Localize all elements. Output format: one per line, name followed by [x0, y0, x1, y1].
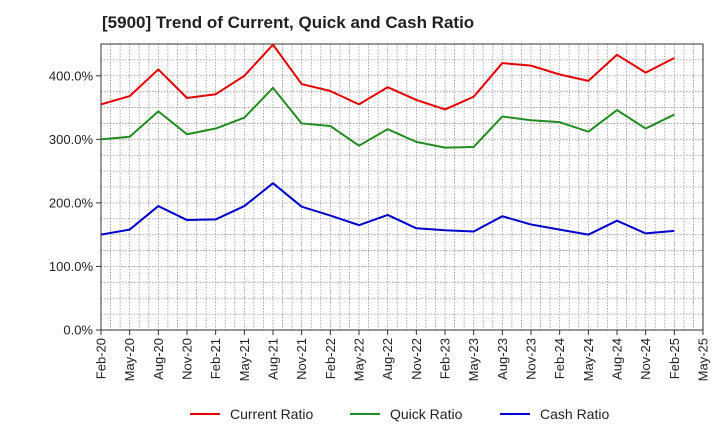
x-tick-label: May-25 [696, 338, 711, 381]
y-tick-label: 300.0% [49, 132, 94, 147]
x-tick-label: Aug-23 [495, 338, 510, 380]
series-group [100, 43, 675, 236]
x-tick-label: Nov-24 [638, 338, 653, 380]
y-tick-label: 0.0% [63, 323, 93, 338]
x-tick-label: Aug-21 [266, 338, 281, 380]
y-tick-label: 200.0% [49, 195, 94, 210]
x-tick-label: Feb-20 [94, 338, 109, 379]
x-tick-label: Aug-22 [380, 338, 395, 380]
x-tick-label: May-20 [122, 338, 137, 381]
current-ratio-line [100, 43, 675, 111]
legend-label-quick-ratio: Quick Ratio [390, 406, 463, 422]
chart-title: [5900] Trend of Current, Quick and Cash … [102, 13, 475, 32]
y-tick-label: 100.0% [49, 259, 94, 274]
x-tick-label: Nov-20 [180, 338, 195, 380]
grid [101, 43, 703, 330]
legend-label-cash-ratio: Cash Ratio [540, 406, 609, 422]
axes: 0.0% 100.0% 200.0% 300.0% 400.0% Feb-20 May-20… [49, 43, 711, 381]
x-tick-label: Nov-21 [294, 338, 309, 380]
x-tick-label: Feb-23 [438, 338, 453, 379]
legend-label-current-ratio: Current Ratio [230, 406, 313, 422]
y-tick-label: 400.0% [49, 68, 94, 83]
x-tick-label: Feb-21 [208, 338, 223, 379]
x-tick-label: Aug-24 [610, 338, 625, 380]
x-tick-label: Feb-24 [552, 338, 567, 379]
x-tick-label: May-22 [352, 338, 367, 381]
quick-ratio-line [100, 86, 675, 149]
x-tick-label: Aug-20 [151, 338, 166, 380]
x-tick-label: Feb-22 [323, 338, 338, 379]
plot-frame [100, 43, 704, 331]
x-tick-label: Nov-22 [409, 338, 424, 380]
legend: Current Ratio Quick Ratio Cash Ratio [190, 406, 609, 422]
x-tick-label: May-21 [237, 338, 252, 381]
x-tick-label: Nov-23 [524, 338, 539, 380]
cash-ratio-line [100, 182, 675, 236]
x-tick-label: Feb-25 [667, 338, 682, 379]
x-tick-label: May-23 [466, 338, 481, 381]
x-tick-label: May-24 [581, 338, 596, 381]
